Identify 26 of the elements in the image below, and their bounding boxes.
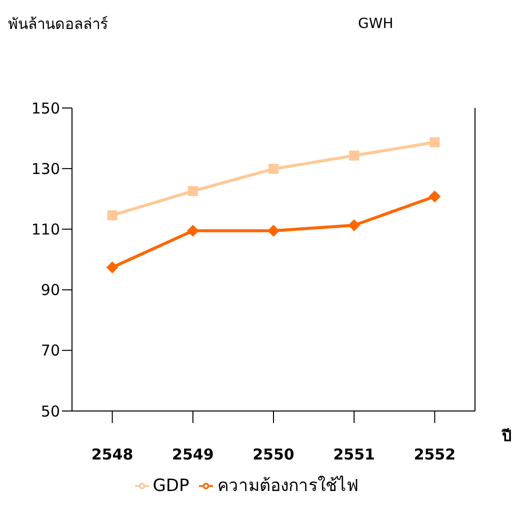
x-tick-label: 2550: [252, 446, 294, 464]
x-axis-title: ปี: [502, 426, 512, 447]
y-tick-label: 70: [40, 342, 60, 360]
point: [428, 190, 441, 202]
y-tick-label: 50: [40, 402, 60, 420]
point: [268, 224, 280, 237]
point: [348, 219, 360, 232]
point: [349, 150, 360, 161]
y-tick-label: 110: [31, 220, 60, 239]
x-tick-label: 2551: [333, 446, 375, 464]
y-tick-label: 130: [31, 160, 60, 178]
y2-axis-title: GWH: [358, 16, 394, 32]
x-tick-label: 2552: [414, 446, 456, 464]
y-tick-label: 90: [40, 281, 60, 300]
legend-label: ความต้องการใช้ไฟ: [217, 476, 358, 496]
legend-label: GDP: [152, 476, 190, 496]
point: [106, 261, 118, 274]
point: [107, 210, 118, 220]
y-axis-title: พันล้านดอลล่าร์: [8, 14, 108, 35]
point: [188, 186, 198, 196]
y-tick-label: 150: [31, 99, 60, 118]
x-tick-label: 2549: [172, 446, 214, 464]
point: [268, 164, 278, 174]
x-tick-label: 2548: [91, 446, 134, 464]
point: [430, 137, 440, 148]
point: [186, 224, 199, 237]
